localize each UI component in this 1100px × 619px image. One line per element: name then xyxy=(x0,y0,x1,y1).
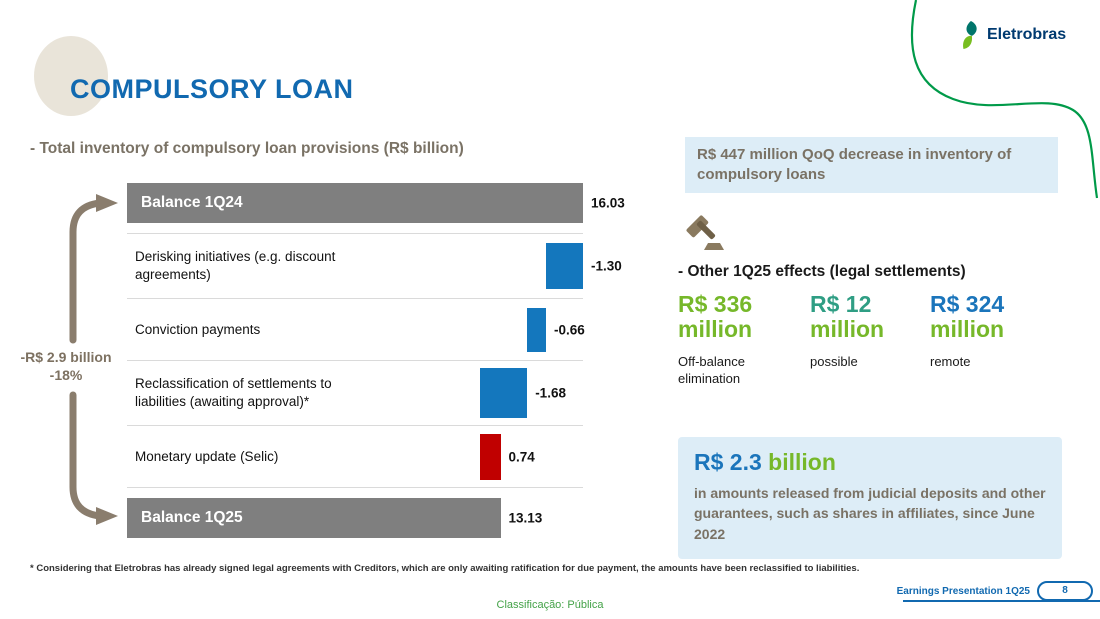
effect-label: Off-balance elimination xyxy=(678,354,745,386)
released-amount: R$ 2.3 xyxy=(694,449,762,475)
bar-reclassification xyxy=(479,368,528,418)
effect-item-remote: R$ 324 million remote xyxy=(930,292,1058,388)
released-amount-line: R$ 2.3 billion xyxy=(694,449,1046,475)
bar-value: -0.66 xyxy=(554,322,585,337)
eletrobras-logo-text: Eletrobras xyxy=(987,26,1067,43)
bar-value: 0.74 xyxy=(508,449,535,464)
bar-label: Balance 1Q24 xyxy=(141,194,243,211)
eletrobras-logo-icon xyxy=(963,21,977,49)
change-annotation-percent: -18% xyxy=(49,367,83,383)
chart-row-conviction-payments: Conviction payments -0.66 xyxy=(127,298,585,360)
effect-label: remote xyxy=(930,354,971,369)
bar-value: -1.68 xyxy=(535,385,566,401)
bar-conviction-payments xyxy=(527,307,546,352)
change-annotation-amount: -R$ 2.9 billion xyxy=(20,349,112,365)
other-effects-list: R$ 336 million Off-balance elimination R… xyxy=(678,292,1058,388)
other-effects-heading: - Other 1Q25 effects (legal settlements) xyxy=(678,263,966,280)
bar-label: Derisking initiatives (e.g. discount agr… xyxy=(135,248,336,282)
bar-value: -1.30 xyxy=(591,258,622,274)
released-unit: billion xyxy=(768,449,836,475)
page-title: COMPULSORY LOAN xyxy=(70,74,354,104)
classification-label: Classificação: Pública xyxy=(496,599,604,611)
footer-divider-line xyxy=(903,600,1100,602)
bracket-arrows xyxy=(69,194,118,525)
eletrobras-logo: Eletrobras xyxy=(956,20,1066,50)
decorative-green-curve xyxy=(910,0,1099,199)
chart-row-balance-1q25: Balance 1Q25 13.13 xyxy=(127,498,583,538)
effect-amount: R$ 12 xyxy=(810,291,872,317)
bar-label: Conviction payments xyxy=(135,321,261,337)
effect-amount: R$ 336 xyxy=(678,291,753,317)
effect-unit: million xyxy=(810,316,885,342)
effect-unit: million xyxy=(678,316,753,342)
chart-subtitle: - Total inventory of compulsory loan pro… xyxy=(30,140,464,157)
bar-label: Balance 1Q25 xyxy=(141,509,243,526)
released-description: in amounts released from judicial deposi… xyxy=(694,485,1046,542)
effect-item-off-balance: R$ 336 million Off-balance elimination xyxy=(678,292,810,388)
qoq-highlight-box: R$ 447 million QoQ decrease in inventory… xyxy=(685,137,1058,193)
bar-value: 13.13 xyxy=(508,510,543,526)
chart-row-monetary-update: Monetary update (Selic) 0.74 xyxy=(127,425,583,487)
bar-label: Monetary update (Selic) xyxy=(135,448,279,464)
effect-label: possible xyxy=(810,354,858,369)
chart-row-reclassification: Reclassification of settlements to liabi… xyxy=(127,360,583,425)
waterfall-chart: Balance 1Q24 16.03 Derisking initiatives… xyxy=(127,183,625,538)
row-separator xyxy=(127,487,583,488)
gavel-icon xyxy=(684,212,726,257)
change-annotation: -R$ 2.9 billion -18% xyxy=(6,348,126,384)
bar-value: 16.03 xyxy=(591,195,625,211)
chart-row-balance-1q24: Balance 1Q24 16.03 xyxy=(127,183,625,223)
bar-label: Reclassification of settlements to liabi… xyxy=(135,375,332,409)
page-number-badge: 8 xyxy=(1037,581,1093,601)
bar-balance-1q24: Balance 1Q24 xyxy=(127,183,583,223)
decorative-circle xyxy=(34,36,108,116)
effect-amount: R$ 324 xyxy=(930,291,1005,317)
chart-row-derisking-initiatives: Derisking initiatives (e.g. discount agr… xyxy=(127,233,622,298)
bar-derisking-initiatives xyxy=(546,243,583,289)
footer-presentation-label: Earnings Presentation 1Q25 xyxy=(896,586,1030,597)
released-amounts-box: R$ 2.3 billion in amounts released from … xyxy=(678,437,1062,559)
effect-unit: million xyxy=(930,316,1005,342)
effect-item-possible: R$ 12 million possible xyxy=(810,292,930,388)
bar-balance-1q25: Balance 1Q25 xyxy=(127,498,501,538)
footnote: * Considering that Eletrobras has alread… xyxy=(30,563,860,574)
bar-monetary-update xyxy=(479,433,501,480)
